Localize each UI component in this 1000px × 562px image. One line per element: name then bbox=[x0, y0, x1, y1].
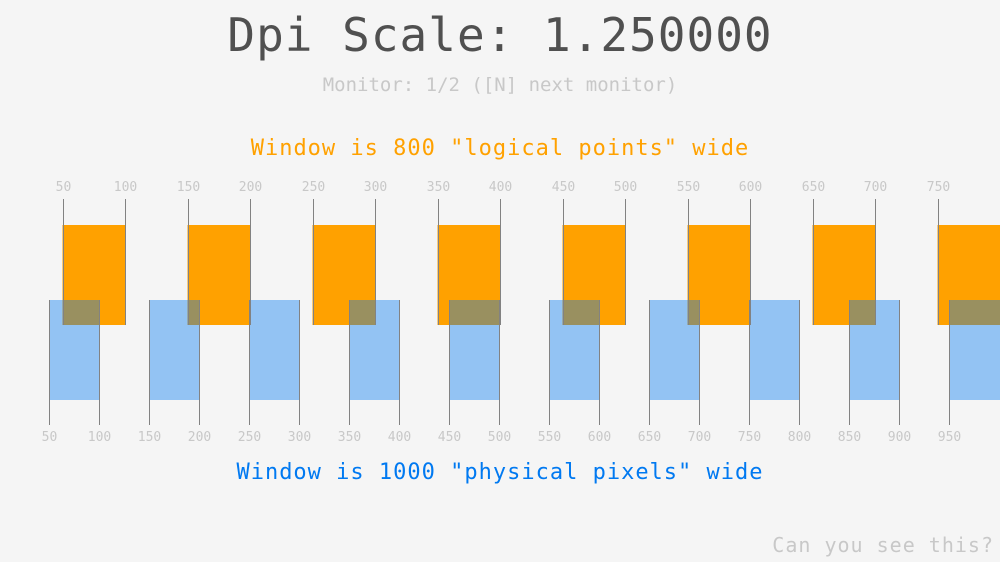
physical-tick-label: 250 bbox=[238, 430, 261, 445]
logical-tick-label: 200 bbox=[239, 180, 262, 195]
logical-tick-label: 250 bbox=[302, 180, 325, 195]
physical-box bbox=[250, 300, 300, 400]
logical-box bbox=[312, 225, 375, 325]
monitor-info: Monitor: 1/2 ([N] next monitor) bbox=[322, 74, 678, 96]
physical-tick-label: 450 bbox=[438, 430, 461, 445]
physical-tick-label: 150 bbox=[138, 430, 161, 445]
physical-tick-label: 900 bbox=[888, 430, 911, 445]
physical-tick-label: 650 bbox=[638, 430, 661, 445]
physical-tick-label: 800 bbox=[788, 430, 811, 445]
logical-tick-label: 600 bbox=[739, 180, 762, 195]
physical-box bbox=[650, 300, 700, 400]
physical-box bbox=[150, 300, 200, 400]
logical-box bbox=[437, 225, 500, 325]
physical-tick-label: 500 bbox=[488, 430, 511, 445]
logical-tick-label: 400 bbox=[489, 180, 512, 195]
logical-tick-label: 750 bbox=[927, 180, 950, 195]
physical-tick-label: 300 bbox=[288, 430, 311, 445]
physical-tick-label: 100 bbox=[88, 430, 111, 445]
physical-tick-label: 950 bbox=[938, 430, 961, 445]
physical-box bbox=[50, 300, 100, 400]
corner-test-text: Can you see this? bbox=[772, 533, 994, 557]
dpi-scale-title: Dpi Scale: 1.250000 bbox=[227, 8, 773, 62]
physical-tick-label: 200 bbox=[188, 430, 211, 445]
logical-tick-label: 300 bbox=[364, 180, 387, 195]
physical-tick-label: 600 bbox=[588, 430, 611, 445]
physical-tick-label: 350 bbox=[338, 430, 361, 445]
logical-tick-label: 700 bbox=[864, 180, 887, 195]
logical-box bbox=[562, 225, 625, 325]
logical-tick-label: 550 bbox=[677, 180, 700, 195]
logical-box bbox=[187, 225, 250, 325]
logical-box bbox=[937, 225, 1000, 325]
logical-tick-label: 650 bbox=[802, 180, 825, 195]
physical-box bbox=[450, 300, 500, 400]
logical-tick-label: 500 bbox=[614, 180, 637, 195]
physical-tick-label: 850 bbox=[838, 430, 861, 445]
logical-tick-label: 100 bbox=[114, 180, 137, 195]
physical-box bbox=[950, 300, 1000, 400]
logical-tick-label: 150 bbox=[177, 180, 200, 195]
physical-width-label: Window is 1000 "physical pixels" wide bbox=[236, 460, 764, 485]
logical-tick-label: 50 bbox=[56, 180, 72, 195]
physical-tick-label: 750 bbox=[738, 430, 761, 445]
physical-box bbox=[750, 300, 800, 400]
logical-box bbox=[687, 225, 750, 325]
physical-box bbox=[550, 300, 600, 400]
logical-width-label: Window is 800 "logical points" wide bbox=[250, 136, 750, 161]
physical-tick-label: 550 bbox=[538, 430, 561, 445]
logical-tick-label: 450 bbox=[552, 180, 575, 195]
logical-box bbox=[812, 225, 875, 325]
physical-tick-label: 50 bbox=[42, 430, 58, 445]
physical-tick-label: 700 bbox=[688, 430, 711, 445]
logical-tick-label: 350 bbox=[427, 180, 450, 195]
physical-tick-label: 400 bbox=[388, 430, 411, 445]
logical-box bbox=[62, 225, 125, 325]
